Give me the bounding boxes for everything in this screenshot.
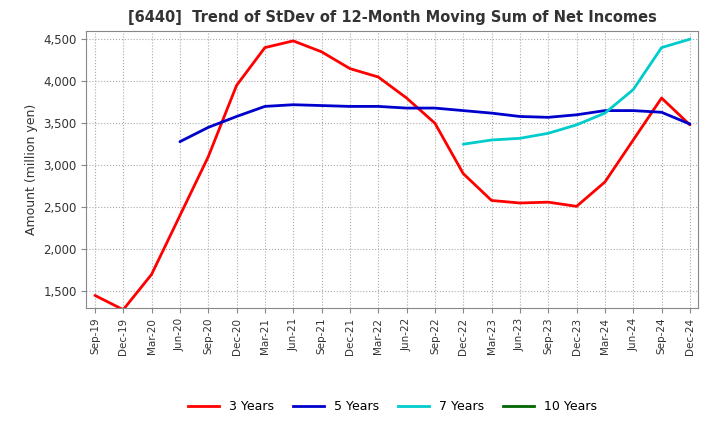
5 Years: [572, 112, 581, 117]
3 Years: [657, 95, 666, 101]
3 Years: [516, 200, 524, 205]
3 Years: [402, 95, 411, 101]
5 Years: [289, 102, 297, 107]
5 Years: [431, 106, 439, 111]
3 Years: [685, 122, 694, 128]
7 Years: [629, 87, 637, 92]
5 Years: [402, 106, 411, 111]
5 Years: [516, 114, 524, 119]
3 Years: [318, 49, 326, 55]
3 Years: [148, 272, 156, 277]
Legend: 3 Years, 5 Years, 7 Years, 10 Years: 3 Years, 5 Years, 7 Years, 10 Years: [183, 395, 602, 418]
7 Years: [544, 131, 552, 136]
3 Years: [176, 213, 184, 218]
5 Years: [685, 121, 694, 127]
3 Years: [204, 154, 212, 159]
3 Years: [487, 198, 496, 203]
7 Years: [459, 142, 467, 147]
5 Years: [204, 125, 212, 130]
Line: 3 Years: 3 Years: [95, 41, 690, 310]
5 Years: [600, 108, 609, 113]
Y-axis label: Amount (million yen): Amount (million yen): [24, 104, 37, 235]
3 Years: [572, 204, 581, 209]
Line: 7 Years: 7 Years: [463, 39, 690, 144]
7 Years: [572, 122, 581, 128]
5 Years: [346, 104, 354, 109]
3 Years: [346, 66, 354, 71]
3 Years: [119, 307, 127, 312]
7 Years: [516, 136, 524, 141]
7 Years: [657, 45, 666, 50]
5 Years: [374, 104, 382, 109]
3 Years: [459, 171, 467, 176]
5 Years: [544, 115, 552, 120]
3 Years: [261, 45, 269, 50]
3 Years: [91, 293, 99, 298]
7 Years: [600, 110, 609, 116]
7 Years: [487, 137, 496, 143]
3 Years: [544, 199, 552, 205]
7 Years: [685, 37, 694, 42]
5 Years: [261, 104, 269, 109]
5 Years: [459, 108, 467, 113]
5 Years: [233, 114, 241, 119]
3 Years: [629, 137, 637, 143]
5 Years: [487, 110, 496, 116]
3 Years: [289, 38, 297, 44]
3 Years: [600, 180, 609, 185]
Line: 5 Years: 5 Years: [180, 105, 690, 142]
5 Years: [657, 110, 666, 115]
3 Years: [431, 121, 439, 126]
5 Years: [629, 108, 637, 113]
3 Years: [233, 83, 241, 88]
Title: [6440]  Trend of StDev of 12-Month Moving Sum of Net Incomes: [6440] Trend of StDev of 12-Month Moving…: [128, 11, 657, 26]
5 Years: [318, 103, 326, 108]
5 Years: [176, 139, 184, 144]
3 Years: [374, 74, 382, 80]
